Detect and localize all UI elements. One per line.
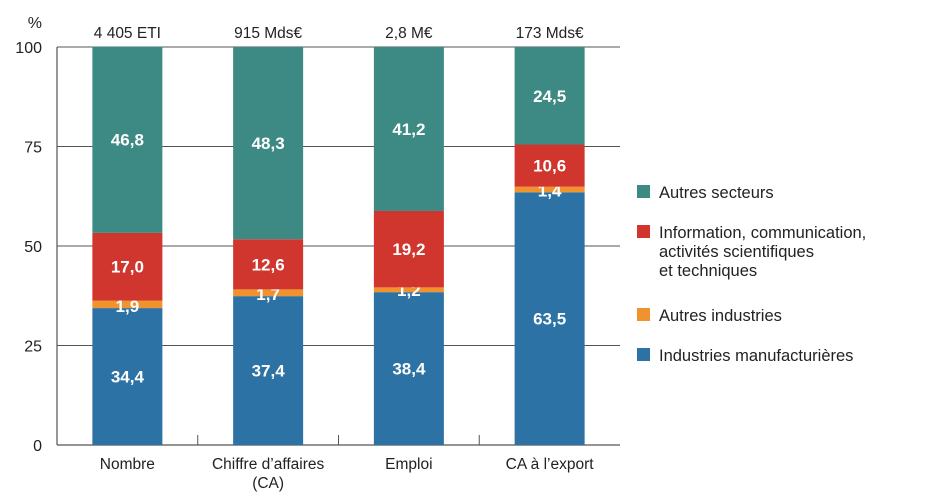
y-axis-label: %: [28, 15, 42, 32]
bar-segment: [514, 192, 585, 445]
data-label: 17,0: [111, 258, 144, 277]
y-tick-label: 50: [24, 239, 42, 256]
x-tick-label: Nombre: [100, 456, 155, 473]
legend-swatch: [637, 225, 650, 238]
y-tick-label: 25: [24, 339, 42, 356]
legend-label: et techniques: [659, 262, 757, 280]
data-label: 46,8: [111, 131, 144, 150]
legend-swatch: [637, 348, 650, 361]
bar-segment: [514, 144, 585, 187]
category-total-label: 2,8 M€: [385, 25, 433, 42]
category-total-label: 173 Mds€: [516, 25, 584, 42]
bar-segment: [233, 296, 304, 445]
bar-segment: [233, 289, 304, 297]
legend-swatch: [637, 308, 650, 321]
bar-segment: [92, 232, 163, 301]
bar-segment: [92, 46, 163, 233]
bar-segment: [373, 287, 444, 293]
category-total-label: 915 Mds€: [234, 25, 302, 42]
bar-segment: [92, 300, 163, 309]
data-label: 19,2: [392, 240, 425, 259]
legend-swatch: [637, 185, 650, 198]
bar-segment: [514, 186, 585, 193]
x-tick-label: Emploi: [385, 456, 432, 473]
x-tick-label: (CA): [252, 475, 284, 492]
legend-label: Information, communication,: [659, 224, 866, 242]
data-label: 48,3: [252, 134, 285, 153]
data-label: 12,6: [252, 255, 285, 274]
data-label: 41,2: [392, 120, 425, 139]
y-tick-label: 0: [33, 438, 42, 455]
y-tick-label: 75: [24, 140, 42, 157]
x-tick-label: Chiffre d’affaires: [212, 456, 325, 473]
legend-label: Autres secteurs: [659, 184, 774, 202]
data-label: 37,4: [252, 362, 286, 381]
bar-segment: [373, 210, 444, 288]
bar-segment: [233, 47, 304, 240]
legend-label: Autres industries: [659, 307, 782, 325]
bar-segment: [373, 292, 444, 445]
legend-label: activités scientifiques: [659, 243, 814, 261]
data-label: 24,5: [533, 87, 566, 106]
category-total-label: 4 405 ETI: [94, 25, 161, 42]
bar-segment: [373, 47, 444, 211]
bar-segment: [514, 47, 585, 145]
bar-segment: [233, 239, 304, 290]
bar-segment: [92, 308, 163, 445]
data-label: 1,9: [116, 297, 140, 316]
y-tick-label: 100: [15, 40, 42, 57]
data-label: 34,4: [111, 368, 145, 387]
data-label: 38,4: [392, 360, 426, 379]
x-tick-label: CA à l’export: [506, 456, 595, 473]
data-label: 63,5: [533, 310, 566, 329]
data-label: 1,7: [256, 285, 280, 304]
legend-label: Industries manufacturières: [659, 347, 853, 365]
data-label: 10,6: [533, 157, 566, 176]
